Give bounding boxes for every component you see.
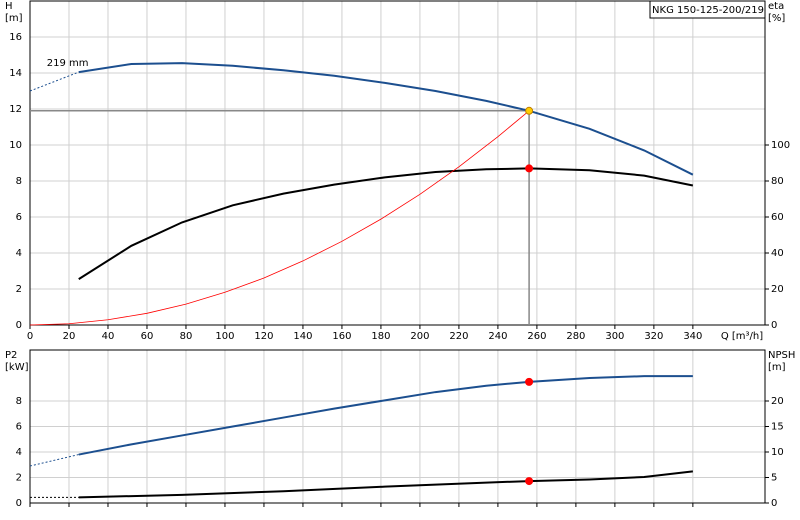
curve xyxy=(78,470,693,499)
y-tick-label: 8 xyxy=(16,176,22,187)
y-tick-label: 0 xyxy=(16,320,22,331)
x-tick-label: 280 xyxy=(566,331,585,342)
operating-point xyxy=(525,477,534,486)
y-axis-label: [m] xyxy=(5,13,23,24)
x-tick-label: 120 xyxy=(254,331,273,342)
curve xyxy=(78,167,694,280)
y2-tick-label: 20 xyxy=(771,284,784,295)
y2-tick-label: 5 xyxy=(771,473,777,484)
y2-axis-label: [%] xyxy=(768,13,785,24)
x-tick-label: 160 xyxy=(332,331,351,342)
chart-title: NKG 150-125-200/219 xyxy=(652,5,764,16)
y2-tick-label: 10 xyxy=(771,447,784,458)
y2-tick-label: 15 xyxy=(771,422,784,433)
y2-axis-label: eta xyxy=(768,1,784,12)
y-tick-label: 2 xyxy=(16,473,22,484)
y2-tick-label: 100 xyxy=(771,140,790,151)
curve xyxy=(29,71,79,92)
annotation: 219 mm xyxy=(47,58,89,69)
operating-point xyxy=(525,106,534,115)
x-tick-label: 220 xyxy=(449,331,468,342)
x-tick-label: 0 xyxy=(27,331,33,342)
y-tick-label: 12 xyxy=(9,104,22,115)
x-tick-label: 340 xyxy=(683,331,702,342)
x-tick-label: 40 xyxy=(102,331,115,342)
y-tick-label: 2 xyxy=(16,284,22,295)
y-tick-label: 10 xyxy=(9,140,22,151)
x-tick-label: 100 xyxy=(215,331,234,342)
y-tick-label: 4 xyxy=(16,248,22,259)
x-axis-label: Q [m³/h] xyxy=(721,331,763,342)
y2-tick-label: 40 xyxy=(771,248,784,259)
x-tick-label: 320 xyxy=(644,331,663,342)
y-tick-label: 16 xyxy=(9,32,22,43)
title-box xyxy=(649,0,766,19)
y2-axis-label: [m] xyxy=(768,362,786,373)
x-tick-label: 300 xyxy=(605,331,624,342)
y-axis-label: [kW] xyxy=(5,362,29,373)
x-tick-label: 200 xyxy=(410,331,429,342)
x-tick-label: 140 xyxy=(293,331,312,342)
plot-frame xyxy=(29,349,766,504)
y-tick-label: 6 xyxy=(16,422,22,433)
operating-point xyxy=(525,164,534,173)
y2-tick-label: 20 xyxy=(771,396,784,407)
y-tick-label: 8 xyxy=(16,396,22,407)
x-tick-label: 180 xyxy=(371,331,390,342)
curve xyxy=(29,110,530,326)
x-tick-label: 240 xyxy=(488,331,507,342)
curve xyxy=(78,375,693,456)
x-tick-label: 80 xyxy=(180,331,193,342)
y2-tick-label: 60 xyxy=(771,212,784,223)
y-tick-label: 4 xyxy=(16,447,22,458)
y-axis-label: H xyxy=(5,1,13,12)
y-tick-label: 6 xyxy=(16,212,22,223)
plot-area xyxy=(30,1,765,325)
curve xyxy=(78,62,694,176)
x-tick-label: 20 xyxy=(63,331,76,342)
y2-axis-label: NPSH xyxy=(768,350,795,361)
operating-point xyxy=(525,377,534,386)
y2-tick-label: 0 xyxy=(771,498,777,509)
y2-tick-label: 80 xyxy=(771,176,784,187)
plot-frame xyxy=(29,0,766,326)
curve xyxy=(29,454,79,467)
x-tick-label: 60 xyxy=(141,331,154,342)
x-tick-label: 260 xyxy=(527,331,546,342)
y-tick-label: 14 xyxy=(9,68,22,79)
y2-tick-label: 0 xyxy=(771,320,777,331)
y-tick-label: 0 xyxy=(16,498,22,509)
y-axis-label: P2 xyxy=(5,350,17,361)
